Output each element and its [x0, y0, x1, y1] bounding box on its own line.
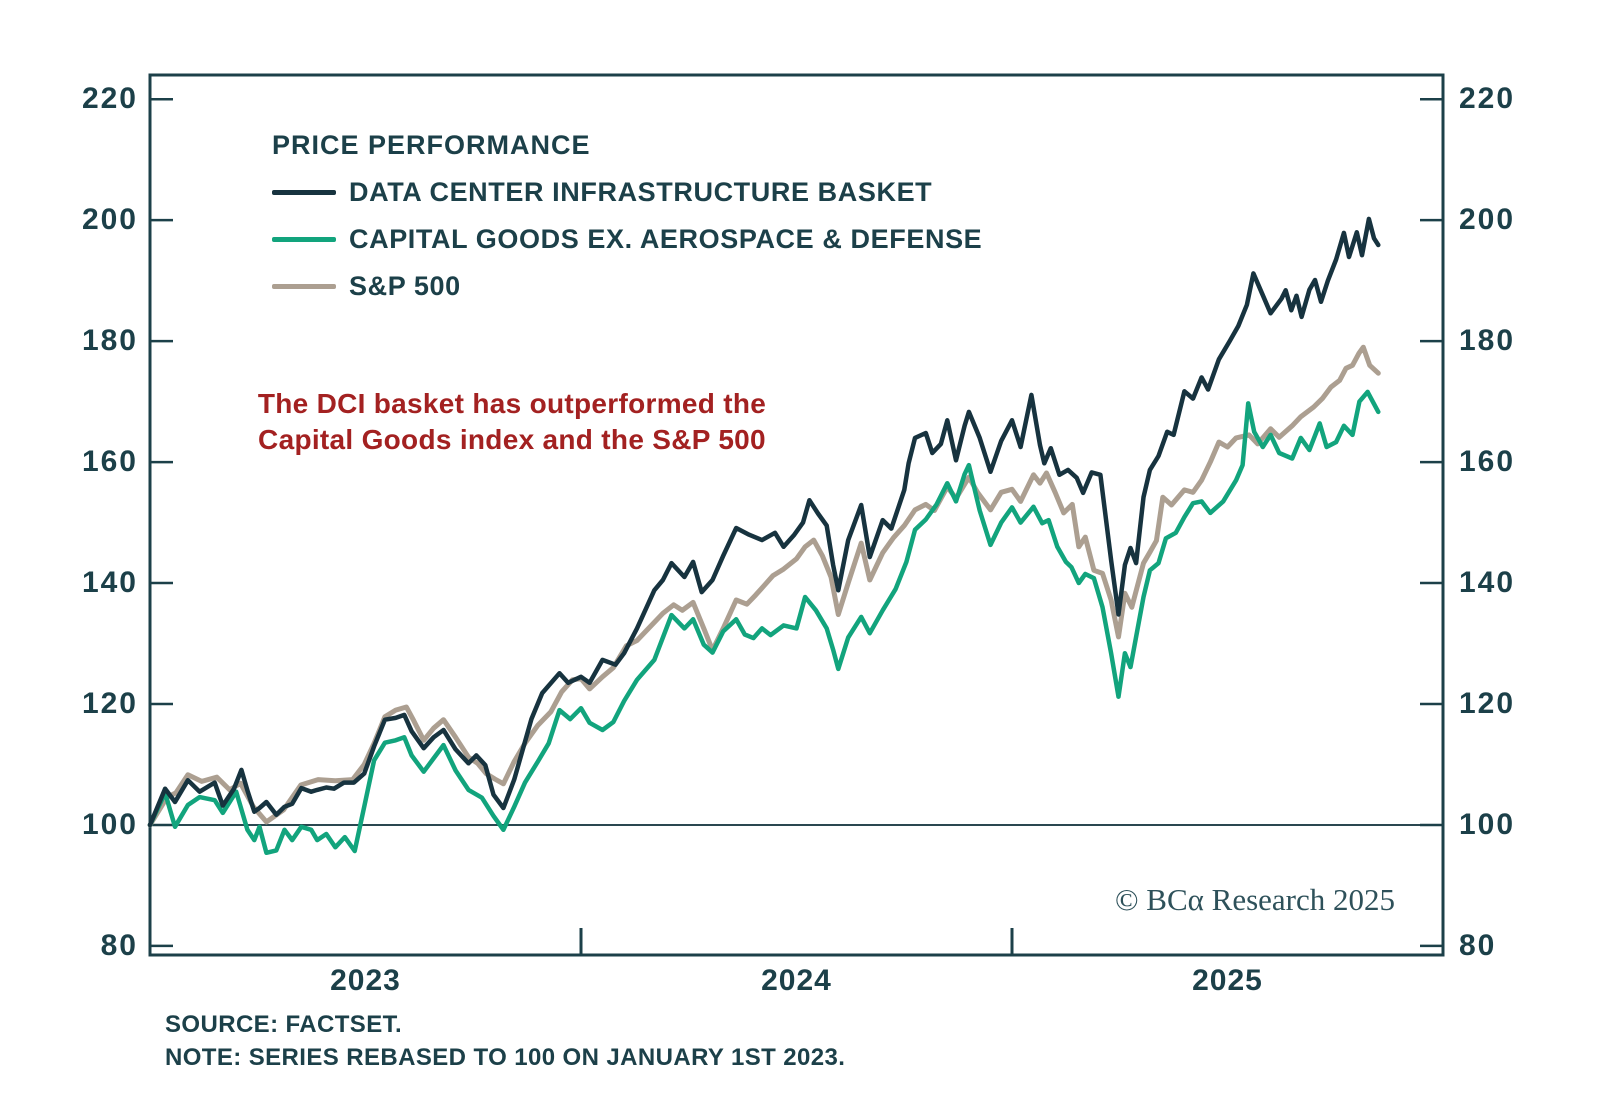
legend-label: S&P 500	[349, 271, 461, 301]
y-label-right-180: 180	[1459, 324, 1516, 358]
copyright-watermark: © BCα Research 2025	[1115, 882, 1395, 917]
y-label-right-120: 120	[1459, 687, 1516, 720]
annotation-callout: The DCI basket has outperformed the Capi…	[222, 386, 802, 458]
series-line-capital-goods-ex-aerospace-defense	[147, 389, 1381, 856]
footer-source: SOURCE: FACTSET.	[165, 1011, 403, 1038]
y-label-left-100: 100	[81, 807, 138, 841]
footer-note: NOTE: SERIES REBASED TO 100 ON JANUARY 1…	[165, 1044, 846, 1071]
annotation-line-2: Capital Goods index and the S&P 500	[258, 424, 766, 455]
y-label-left-200: 200	[81, 203, 138, 237]
chart-frame	[148, 73, 1445, 957]
y-label-left-80: 80	[100, 928, 138, 962]
y-label-left-160: 160	[81, 445, 138, 479]
legend-items: DATA CENTER INFRASTRUCTURE BASKET CAPITAL…	[272, 177, 982, 302]
legend-label: DATA CENTER INFRASTRUCTURE BASKET	[349, 177, 933, 207]
legend-swatch-icon	[272, 237, 336, 242]
y-label-right-100: 100	[1459, 807, 1516, 841]
y-label-right-220: 220	[1459, 82, 1516, 116]
legend-heading: PRICE PERFORMANCE	[272, 130, 591, 160]
x-label-2023: 2023	[330, 964, 401, 997]
y-label-right-80: 80	[1459, 928, 1497, 962]
x-label-2025: 2025	[1192, 964, 1263, 997]
series-line-s-p-500	[147, 344, 1381, 828]
legend-item-1: CAPITAL GOODS EX. AEROSPACE & DEFENSE	[272, 224, 982, 255]
annotation-line-1: The DCI basket has outperformed the	[257, 388, 767, 419]
legend-item-2: S&P 500	[272, 271, 982, 302]
y-label-left-140: 140	[81, 566, 138, 600]
series-line-data-center-infrastructure-basket	[147, 216, 1381, 828]
y-label-right-160: 160	[1459, 445, 1516, 479]
legend-label: CAPITAL GOODS EX. AEROSPACE & DEFENSE	[349, 224, 983, 254]
y-label-right-200: 200	[1459, 203, 1516, 237]
legend: PRICE PERFORMANCE DATA CENTER INFRASTRUC…	[272, 130, 982, 302]
legend-swatch-icon	[272, 190, 336, 195]
footer-notes: SOURCE: FACTSET. NOTE: SERIES REBASED TO…	[165, 1008, 845, 1074]
y-label-left-120: 120	[81, 687, 138, 720]
y-label-right-140: 140	[1459, 566, 1516, 600]
x-label-2024: 2024	[761, 964, 832, 997]
legend-swatch-icon	[272, 284, 336, 289]
legend-item-0: DATA CENTER INFRASTRUCTURE BASKET	[272, 177, 982, 208]
y-label-left-220: 220	[81, 82, 138, 116]
y-label-left-180: 180	[81, 324, 138, 358]
